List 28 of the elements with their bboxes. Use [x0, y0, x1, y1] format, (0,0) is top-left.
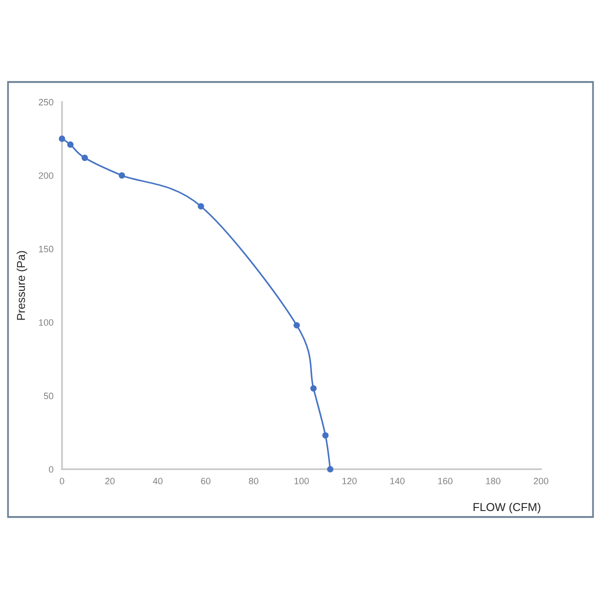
point	[58, 136, 66, 142]
point	[118, 172, 126, 179]
x-tick-label: 0	[60, 478, 64, 484]
y-tick-label: 100	[39, 319, 54, 326]
point	[82, 154, 88, 162]
y-axis-title: Pressure (Pa)	[16, 251, 28, 320]
y-tick-label: 0	[48, 466, 54, 473]
x-tick-label: 180	[486, 478, 500, 484]
x-tick-label: 120	[342, 478, 357, 484]
point	[294, 322, 300, 328]
x-tick-label: 80	[248, 478, 258, 484]
y-tick-label: 200	[38, 172, 54, 179]
x-axis-title: FLOW (CFM)	[474, 502, 540, 514]
y-tick-label: 250	[38, 98, 54, 106]
point	[327, 466, 334, 472]
x-tick-label: 40	[152, 478, 163, 484]
point	[310, 385, 317, 392]
x-tick-label: 20	[105, 478, 115, 484]
x-tick-label: 160	[438, 478, 452, 484]
point	[198, 203, 204, 210]
x-tick-label: 140	[390, 478, 405, 484]
y-tick-label: 150	[39, 246, 54, 252]
point	[67, 141, 74, 148]
x-tick-label: 100	[294, 478, 309, 484]
y-tick-label: 50	[44, 392, 54, 400]
point	[322, 432, 329, 439]
x-tick-label: 60	[201, 478, 210, 484]
x-tick-label: 200	[534, 478, 548, 484]
